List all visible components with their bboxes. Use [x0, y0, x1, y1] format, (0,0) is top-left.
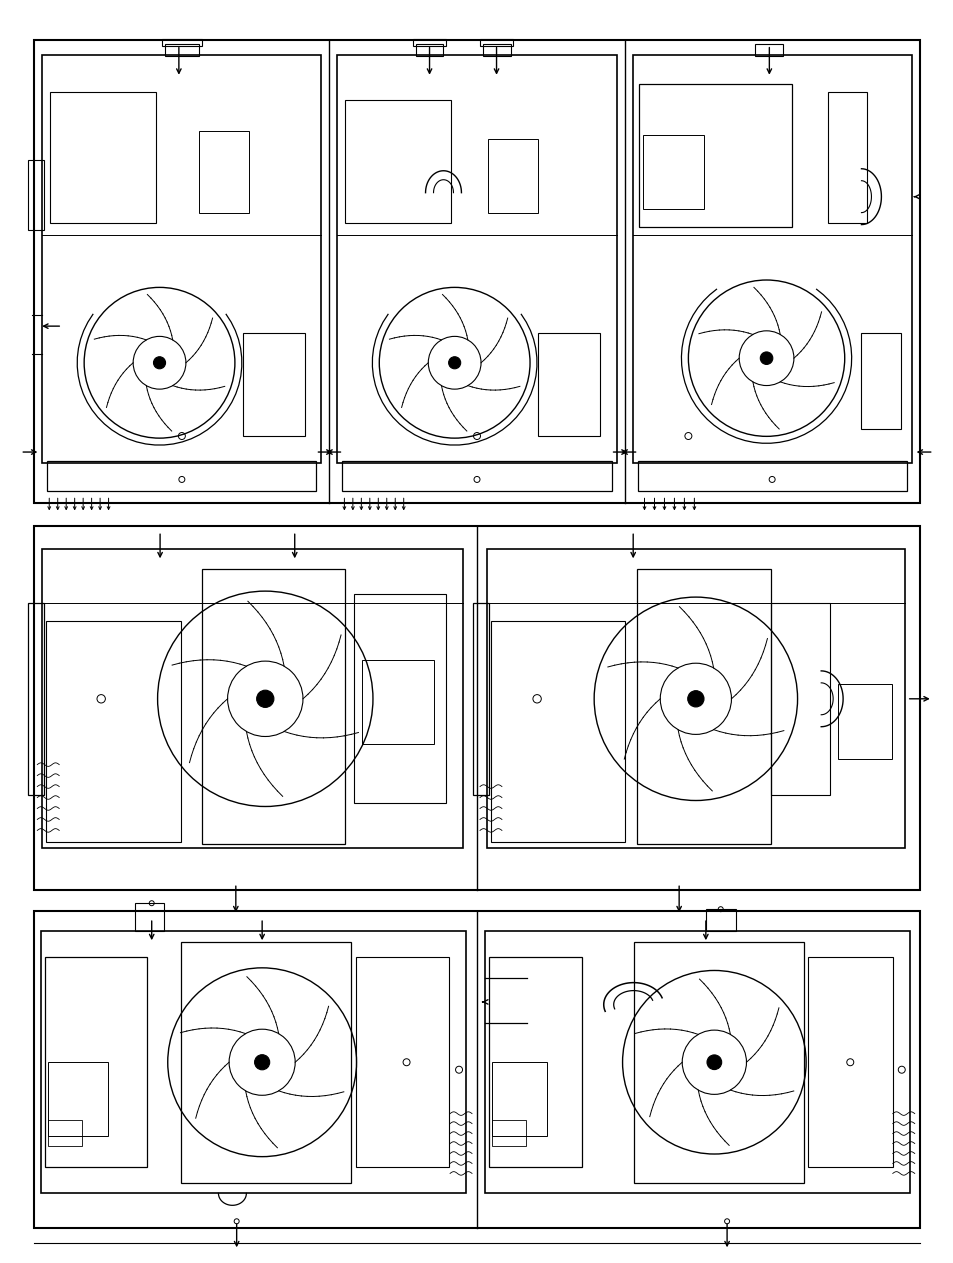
- Bar: [492, 1062, 547, 1135]
- Bar: [484, 931, 909, 1194]
- Bar: [827, 92, 866, 222]
- Bar: [49, 1062, 108, 1135]
- Bar: [537, 333, 599, 436]
- Bar: [488, 139, 537, 212]
- Bar: [49, 1120, 82, 1146]
- Bar: [42, 549, 462, 849]
- Circle shape: [153, 356, 166, 369]
- Bar: [337, 54, 616, 464]
- Bar: [48, 461, 316, 491]
- Bar: [34, 527, 919, 890]
- Bar: [807, 957, 892, 1167]
- Bar: [29, 604, 44, 794]
- Bar: [165, 44, 198, 56]
- Bar: [479, 39, 513, 45]
- Bar: [342, 461, 611, 491]
- Bar: [41, 931, 466, 1194]
- Bar: [486, 549, 903, 849]
- Bar: [491, 621, 624, 842]
- Bar: [770, 604, 829, 794]
- Bar: [162, 39, 201, 45]
- Bar: [34, 911, 919, 1228]
- Bar: [51, 92, 156, 222]
- Bar: [42, 54, 321, 464]
- Bar: [46, 621, 181, 842]
- Bar: [473, 604, 489, 794]
- Bar: [34, 39, 919, 504]
- Bar: [45, 957, 147, 1167]
- Bar: [632, 54, 911, 464]
- Bar: [489, 957, 581, 1167]
- Bar: [134, 903, 164, 931]
- Bar: [416, 44, 443, 56]
- Circle shape: [448, 356, 460, 369]
- Bar: [202, 570, 345, 845]
- Bar: [837, 683, 891, 759]
- Bar: [705, 909, 735, 931]
- Bar: [362, 659, 433, 744]
- Circle shape: [687, 691, 703, 707]
- Bar: [861, 333, 900, 429]
- Bar: [633, 942, 802, 1183]
- Bar: [641, 135, 703, 208]
- Circle shape: [256, 690, 274, 707]
- Bar: [29, 160, 44, 230]
- Bar: [181, 942, 351, 1183]
- Bar: [345, 100, 451, 222]
- Bar: [412, 39, 446, 45]
- Bar: [637, 570, 770, 845]
- Bar: [638, 83, 791, 226]
- Bar: [637, 461, 905, 491]
- Bar: [482, 44, 510, 56]
- Bar: [755, 44, 782, 56]
- Circle shape: [706, 1055, 720, 1070]
- Bar: [243, 333, 304, 436]
- Bar: [492, 1120, 525, 1146]
- Circle shape: [760, 352, 772, 365]
- Bar: [354, 594, 446, 803]
- Bar: [198, 131, 249, 212]
- Circle shape: [254, 1055, 270, 1070]
- Bar: [355, 957, 449, 1167]
